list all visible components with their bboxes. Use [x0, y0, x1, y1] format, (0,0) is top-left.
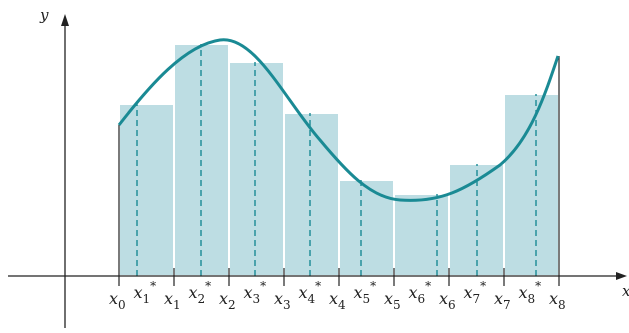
partition-label-x4: x4	[329, 289, 346, 312]
sample-label-x6-star: x6*	[409, 279, 432, 306]
riemann-rectangle-3	[228, 61, 285, 277]
partition-label-x5: x5	[384, 289, 401, 312]
partition-lines-group	[118, 56, 560, 286]
riemann-rectangle-4	[283, 112, 340, 277]
partition-label-x8: x8	[549, 289, 566, 312]
sample-label-x2-star: x2*	[189, 279, 212, 306]
sample-label-x3-star: x3*	[244, 279, 267, 306]
partition-label-x6: x6	[439, 289, 456, 312]
partition-label-x1: x1	[164, 289, 181, 312]
partition-label-x0: x0	[109, 289, 126, 312]
sample-label-x7-star: x7*	[464, 279, 487, 306]
y-axis-label: y	[39, 6, 49, 24]
partition-label-x7: x7	[494, 289, 511, 312]
x-axis-arrow	[616, 272, 627, 280]
axes-group: y x	[8, 6, 629, 328]
sample-point-labels-group: x1* x2* x3* x4* x5* x6* x7* x8*	[134, 279, 542, 306]
sample-label-x8-star: x8*	[519, 279, 542, 306]
sample-label-x5-star: x5*	[354, 279, 377, 306]
partition-label-x2: x2	[219, 289, 236, 312]
function-curve	[117, 38, 560, 202]
sample-label-x1-star: x1*	[134, 279, 157, 306]
riemann-rectangle-6	[393, 193, 450, 277]
riemann-rectangle-5	[338, 179, 395, 277]
sample-lines-group	[136, 44, 537, 276]
rectangles-group	[118, 43, 560, 277]
x-axis-label: x	[622, 282, 629, 300]
sample-label-x4-star: x4*	[299, 279, 322, 306]
partition-labels-group: x0 x1 x2 x3 x4 x5 x6 x7 x8	[109, 289, 566, 312]
partition-label-x3: x3	[274, 289, 291, 312]
y-axis-arrow	[61, 14, 69, 26]
riemann-rectangle-1	[118, 103, 175, 277]
